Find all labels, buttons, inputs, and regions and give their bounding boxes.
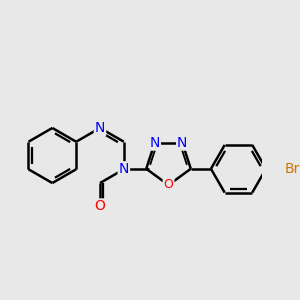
- Text: N: N: [150, 136, 160, 150]
- Text: N: N: [177, 136, 188, 150]
- Text: O: O: [164, 178, 173, 191]
- Text: O: O: [94, 200, 105, 213]
- Text: N: N: [119, 162, 129, 176]
- Text: Br: Br: [285, 162, 300, 176]
- Text: N: N: [95, 121, 105, 135]
